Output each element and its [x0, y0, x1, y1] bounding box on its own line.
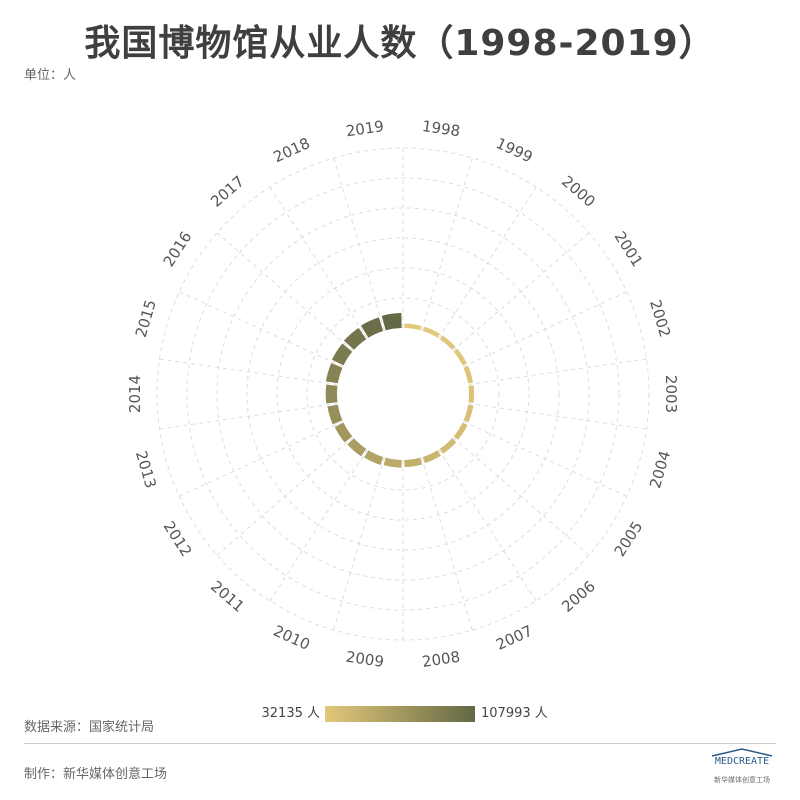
data-source: 数据来源：国家统计局: [24, 720, 155, 735]
category-label-2013: 2013: [132, 449, 160, 491]
grid-ring: [216, 207, 590, 581]
category-label-2000: 2000: [558, 172, 599, 211]
bar-2002: [463, 365, 473, 384]
color-legend: 32135 人 107993 人: [0, 704, 800, 726]
grid-spoke: [269, 449, 368, 602]
grid-spoke: [159, 402, 338, 430]
bar-2014: [325, 384, 338, 404]
legend-max-label: 107993 人: [481, 706, 548, 721]
category-label-1999: 1999: [493, 134, 535, 166]
grid-spoke: [462, 291, 628, 368]
bar-2012: [334, 422, 353, 443]
bar-2004: [463, 404, 474, 423]
bar-2005: [453, 422, 468, 440]
bar-2008: [404, 457, 423, 468]
grid-spoke: [421, 157, 473, 331]
category-label-2018: 2018: [271, 134, 313, 166]
legend-min-label: 32135 人: [261, 706, 321, 721]
grid-ring: [306, 297, 500, 491]
category-label-2012: 2012: [160, 518, 196, 560]
grid-spoke: [269, 186, 368, 339]
bar-1999: [422, 326, 440, 338]
category-label-2010: 2010: [271, 622, 313, 654]
bar-2011: [347, 438, 367, 457]
bar-2007: [422, 450, 441, 464]
bar-2006: [439, 438, 457, 454]
category-label-2001: 2001: [611, 228, 647, 270]
legend-gradient-bar: [325, 706, 475, 722]
category-label-2003: 2003: [662, 375, 680, 413]
category-label-2002: 2002: [646, 298, 674, 340]
footer-divider: [24, 743, 776, 744]
category-label-2019: 2019: [345, 117, 385, 140]
grid-spoke: [468, 402, 647, 430]
grid-spoke: [216, 436, 354, 556]
bar-1998: [404, 323, 422, 331]
grid-ring: [276, 267, 530, 521]
grid-spoke: [216, 232, 354, 352]
grid-spoke: [462, 420, 628, 497]
category-label-2014: 2014: [126, 375, 144, 413]
bar-2019: [381, 313, 402, 331]
unit-label: 单位：人: [24, 68, 77, 83]
category-label-2006: 2006: [558, 577, 599, 616]
grid-spoke: [333, 457, 385, 631]
category-label-2017: 2017: [207, 172, 248, 211]
brand-logo: MEDCREATE 新华媒体创意工场: [706, 748, 778, 792]
grid-spoke: [159, 358, 338, 386]
chart-title: 我国博物馆从业人数（1998-2019）: [84, 23, 716, 64]
category-labels: 1998 1999 2000 2001 2002 2003 2004 2005 2006 2007…: [126, 117, 680, 671]
bar-2013: [327, 404, 343, 425]
grid-spoke: [468, 358, 647, 386]
bar-2001: [453, 348, 467, 366]
bar-2018: [360, 317, 384, 338]
category-label-2005: 2005: [611, 518, 647, 560]
logo-roof-icon: [711, 748, 773, 757]
grid-ring: [246, 237, 560, 551]
grid-spoke: [333, 157, 385, 331]
polar-grid: [156, 147, 650, 641]
bar-series: [325, 313, 475, 468]
grid-spoke: [178, 420, 344, 497]
category-label-2016: 2016: [160, 228, 196, 270]
logo-text: MEDCREATE: [714, 756, 770, 767]
grid-spoke: [452, 436, 590, 556]
bar-2010: [364, 450, 384, 465]
category-label-2008: 2008: [421, 648, 461, 671]
bar-2003: [468, 385, 475, 403]
grid-spoke: [452, 232, 590, 352]
grid-spoke: [438, 186, 537, 339]
grid-spoke: [438, 449, 537, 602]
bar-2009: [383, 457, 402, 468]
producer-credit: 制作：新华媒体创意工场: [24, 767, 168, 782]
bar-2015: [325, 362, 343, 384]
grid-spoke: [178, 291, 344, 368]
category-label-2007: 2007: [493, 622, 535, 654]
category-label-2004: 2004: [646, 449, 674, 491]
bar-2000: [439, 335, 456, 350]
category-label-1998: 1998: [421, 117, 461, 140]
grid-ring: [186, 177, 620, 611]
bar-2016: [331, 343, 353, 366]
category-label-2011: 2011: [207, 577, 248, 616]
logo-subtext: 新华媒体创意工场: [714, 776, 770, 784]
bar-2017: [343, 327, 367, 350]
category-label-2009: 2009: [345, 648, 385, 671]
category-label-2015: 2015: [132, 298, 160, 340]
grid-spoke: [421, 457, 473, 631]
